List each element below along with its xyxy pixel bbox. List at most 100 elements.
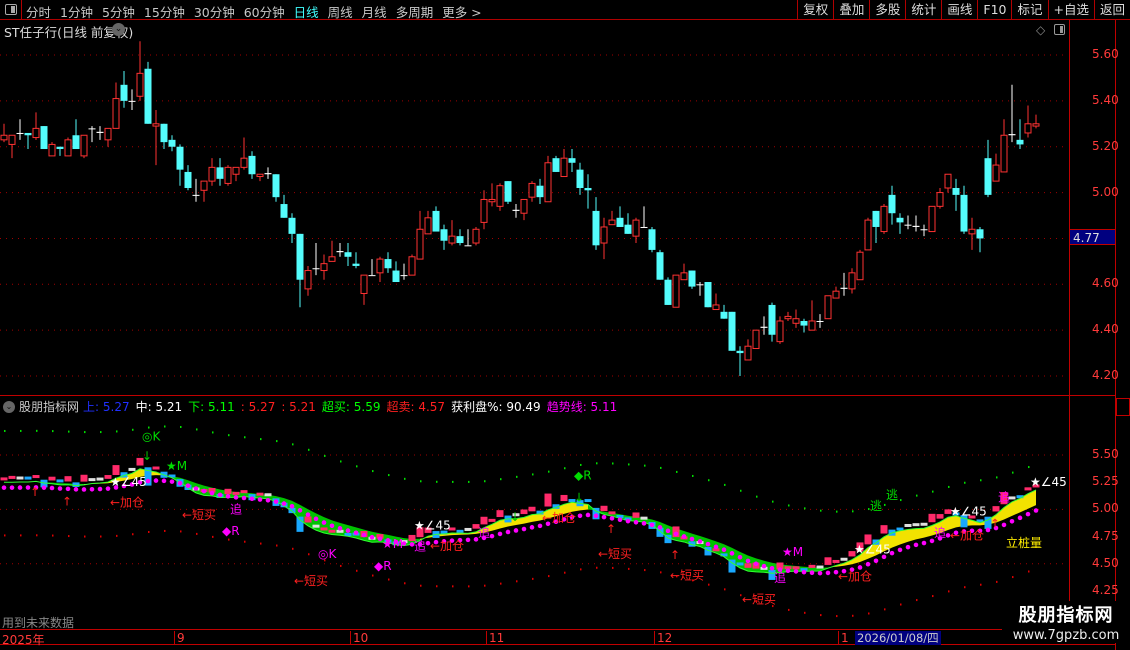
candle-body — [776, 320, 784, 343]
period-tab[interactable]: 5分钟 — [101, 5, 135, 20]
upper-band-dot — [436, 480, 438, 483]
candle-body — [392, 270, 400, 283]
indicator-tick-label: 4.50 — [1092, 555, 1119, 570]
lower-band-dot — [228, 538, 230, 541]
upper-band-dot — [212, 431, 214, 434]
trend-dot — [345, 528, 351, 533]
menu-toggle-button[interactable] — [0, 0, 22, 20]
toolbar-button[interactable]: 画线 — [941, 0, 977, 20]
indicator-name[interactable]: 股朋指标网 — [19, 400, 80, 414]
trend-dot — [97, 486, 103, 492]
candle — [272, 174, 280, 202]
indicator-bar — [712, 548, 720, 552]
trend-fill — [132, 468, 140, 480]
lower-band-dot — [628, 567, 630, 570]
indicator-bar — [144, 467, 152, 486]
date-tick-label: 9 — [174, 631, 185, 645]
toolbar-button[interactable]: 返回 — [1093, 0, 1130, 20]
panel-divider[interactable] — [0, 395, 1115, 396]
indicator-bar — [480, 516, 488, 525]
indicator-bar — [800, 568, 808, 572]
candle — [920, 224, 928, 237]
indicator-bar — [1032, 484, 1040, 488]
date-tick-label: 2025年 — [2, 633, 45, 647]
trend-dot — [665, 528, 671, 534]
lower-band-dot — [36, 534, 38, 537]
indicator-bar — [960, 515, 968, 528]
upper-band-dot — [644, 464, 646, 467]
trend-fill — [492, 520, 500, 531]
trend-dot — [865, 561, 871, 567]
period-tab[interactable]: 15分钟 — [143, 5, 185, 20]
trend-fill — [1012, 498, 1020, 516]
candle-body — [624, 224, 632, 234]
diamond-icon[interactable]: ◇ — [1036, 23, 1046, 37]
trend-dot — [401, 541, 407, 546]
candle-body — [856, 251, 864, 281]
trend-dot — [433, 539, 439, 545]
chevron-down-icon[interactable]: ⌄ — [3, 400, 15, 413]
watermark-name: 股朋指标网 — [1018, 605, 1114, 626]
toolbar-button[interactable]: F10 — [977, 0, 1011, 20]
signal-label: 逃 — [870, 499, 882, 513]
trend-dot — [105, 486, 111, 491]
candle — [904, 215, 912, 230]
trend-dot — [657, 525, 663, 530]
trend-dot — [41, 485, 47, 490]
period-tab[interactable]: 月线 — [361, 5, 387, 20]
trend-dot — [241, 495, 247, 501]
toolbar-button[interactable]: +自选 — [1047, 0, 1094, 20]
candle — [376, 256, 384, 283]
trend-dot — [129, 482, 135, 487]
upper-band-dot — [4, 429, 6, 432]
lower-band-dot — [116, 534, 118, 537]
candle-body — [424, 217, 432, 235]
lower-band-dot — [452, 585, 454, 588]
indicator-bar — [928, 513, 936, 523]
trend-dot — [329, 523, 335, 529]
indicator-tick-label: 5.00 — [1092, 501, 1119, 516]
signal-label: 追 — [774, 570, 786, 585]
upper-band-dot — [372, 470, 374, 473]
period-tab[interactable]: 30分钟 — [193, 5, 235, 20]
signal-label: ◆R — [374, 559, 392, 573]
indicator-bar — [984, 516, 992, 529]
panel-toggle-icon[interactable] — [1054, 24, 1065, 35]
period-tab[interactable]: 60分钟 — [243, 5, 285, 20]
signal-label: ←短买 — [182, 508, 216, 522]
period-tab[interactable]: 日线 — [293, 5, 319, 20]
price-tick-label: 5.60 — [1092, 47, 1119, 61]
period-tab[interactable]: 多周期 — [395, 5, 434, 20]
period-tab[interactable]: 周线 — [327, 5, 353, 20]
trend-fill — [196, 483, 204, 496]
trend-fill — [564, 502, 572, 514]
period-tab[interactable]: 分时 — [26, 5, 52, 20]
candle-body — [616, 217, 624, 227]
toolbar-button[interactable]: 多股 — [869, 0, 905, 20]
trend-dot — [993, 525, 999, 531]
candle-body — [256, 173, 264, 178]
candle — [384, 252, 392, 273]
lower-band-dot — [932, 595, 934, 598]
candle-body — [1008, 134, 1016, 136]
indicator-value: 上: 5.27 — [83, 400, 130, 414]
period-tab[interactable]: 更多 > — [442, 5, 482, 20]
candle-body — [936, 192, 944, 207]
toolbar-button[interactable]: 复权 — [797, 0, 833, 20]
chevron-down-icon[interactable]: ⌄ — [112, 23, 125, 36]
chart-canvas[interactable]: ↑↑★∠45←加仓◎K↓★M←短买 追◆R◎K←短买◆R★M 追★∠45←加仓追↓ ←… — [0, 0, 1068, 630]
toolbar-button[interactable]: 叠加 — [833, 0, 869, 20]
candle-body — [1024, 123, 1032, 134]
indicator-settings-box[interactable] — [1116, 398, 1130, 416]
candle-body — [928, 205, 936, 233]
signal-label: ←加仓 — [110, 496, 144, 510]
toolbar-button[interactable]: 标记 — [1011, 0, 1047, 20]
lower-band-dot — [52, 534, 54, 537]
toolbar-button[interactable]: 统计 — [905, 0, 941, 20]
period-tab[interactable]: 1分钟 — [60, 5, 93, 20]
indicator-bar — [688, 541, 696, 547]
lower-band-dot — [580, 568, 582, 571]
trend-dot — [153, 478, 159, 483]
trend-dot — [353, 530, 359, 536]
candle-body — [304, 270, 312, 290]
